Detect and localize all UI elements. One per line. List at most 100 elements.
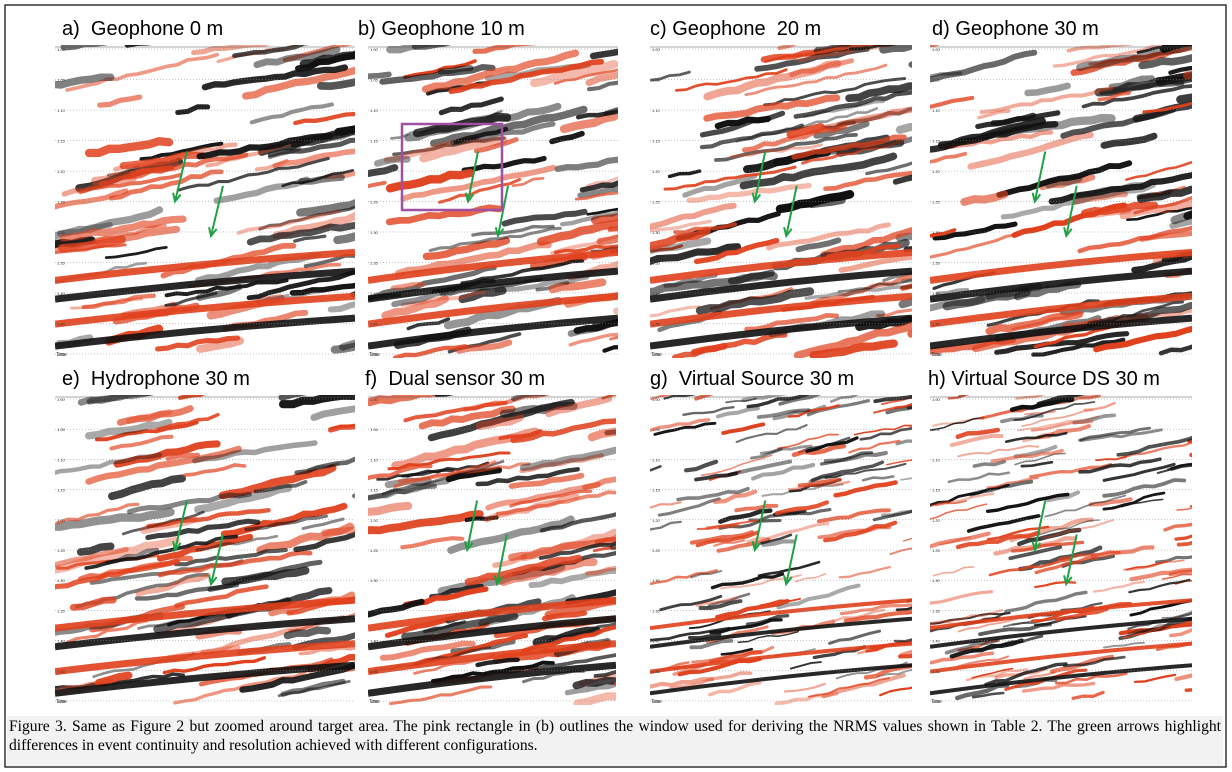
seismic-event (55, 507, 175, 531)
seismic-event (157, 533, 254, 562)
seismic-event (1072, 191, 1129, 205)
time-label: 1.20 (932, 169, 941, 174)
seismic-event (716, 537, 771, 553)
seismic-event (653, 421, 717, 436)
seismic-event (763, 77, 907, 107)
seismic-event (1126, 206, 1192, 222)
seismic-event (458, 286, 507, 304)
seismic-panel: 1.00 1.05 1.10 1.15 1.20 1.25 1.30 1.35 1.40 1.45… (650, 45, 912, 358)
time-label: 1.05 (652, 78, 661, 83)
seismic-event (196, 132, 333, 160)
time-label: 1.50 (370, 699, 379, 704)
seismic-event (1095, 455, 1128, 462)
seismic-event (98, 165, 174, 186)
seismic-event (720, 647, 754, 656)
time-label: 1.30 (932, 578, 941, 583)
seismic-event (930, 120, 1059, 153)
seismic-image (55, 45, 355, 358)
seismic-event (650, 271, 778, 296)
seismic-event (1122, 620, 1192, 639)
seismic-event (832, 608, 886, 623)
arrow-shaft (467, 151, 479, 202)
seismic-event (401, 612, 519, 640)
seismic-event (695, 596, 738, 608)
seismic-event (236, 209, 341, 235)
seismic-event (879, 686, 912, 697)
arrow-shaft (174, 151, 188, 202)
seismic-event (55, 640, 355, 676)
seismic-event (464, 515, 499, 523)
seismic-event (843, 609, 912, 623)
seismic-event (84, 534, 239, 570)
seismic-event (593, 669, 616, 678)
seismic-event (650, 501, 682, 509)
seismic-event (990, 448, 1064, 463)
seismic-event (828, 629, 882, 645)
seismic-event (182, 463, 247, 477)
seismic-event (368, 267, 618, 303)
seismic-event (713, 539, 746, 547)
seismic-event (1090, 545, 1155, 559)
seismic-event (947, 471, 1011, 484)
seismic-event (536, 219, 618, 246)
time-label: 1.35 (932, 261, 941, 266)
seismic-event (113, 440, 221, 468)
panel-title: d) Geophone 30 m (932, 18, 1099, 40)
time-label: 1.25 (932, 200, 941, 205)
seismic-event (94, 671, 133, 687)
seismic-event (793, 90, 912, 119)
seismic-event (1045, 490, 1081, 503)
seismic-event (246, 221, 355, 246)
seismic-event (766, 222, 891, 251)
seismic-event (955, 427, 1001, 440)
seismic-event (707, 681, 762, 697)
time-label: 1.20 (370, 518, 379, 523)
seismic-event (165, 452, 200, 461)
seismic-event (419, 135, 508, 163)
seismic-event (659, 594, 723, 612)
seismic-event (1174, 673, 1192, 682)
seismic-event (949, 434, 1004, 448)
time-label: 1.50 (652, 699, 661, 704)
time-label: 1.00 (370, 397, 379, 402)
seismic-event (1102, 491, 1166, 511)
time-label: 1.45 (932, 322, 941, 327)
seismic-event (694, 471, 739, 482)
seismic-event (778, 395, 822, 406)
seismic-event (249, 102, 334, 125)
time-label: 1.20 (370, 169, 379, 174)
seismic-event (65, 52, 220, 92)
seismic-event (930, 416, 985, 431)
seismic-event (703, 94, 841, 122)
seismic-event (385, 168, 475, 193)
seismic-event (728, 459, 793, 477)
arrow-head (463, 541, 474, 553)
seismic-event (473, 137, 519, 154)
seismic-event (872, 509, 912, 522)
seismic-event (759, 533, 793, 545)
seismic-event (1055, 607, 1109, 622)
seismic-event (684, 459, 719, 473)
seismic-event (816, 508, 891, 524)
seismic-event (174, 584, 269, 608)
seismic-panel: 1.00 1.05 1.10 1.15 1.20 1.25 1.30 1.35 1.40 1.45… (55, 45, 355, 358)
seismic-event (78, 172, 183, 195)
panel-title: e) Hydrophone 30 m (62, 368, 250, 390)
seismic-event (650, 314, 912, 350)
seismic-event (587, 80, 618, 92)
arrow-shaft (210, 534, 224, 585)
seismic-event (368, 661, 616, 697)
seismic-event (164, 291, 218, 307)
seismic-event (232, 45, 311, 58)
seismic-event (930, 663, 1192, 696)
seismic-event (967, 131, 1094, 170)
seismic-event (786, 123, 825, 139)
seismic-event (368, 314, 618, 350)
seismic-event (55, 267, 355, 303)
seismic-event (572, 676, 616, 690)
seismic-event (804, 284, 912, 300)
seismic-event (76, 542, 115, 556)
seismic-event (650, 248, 912, 284)
seismic-event (368, 180, 387, 189)
seismic-event (108, 169, 224, 201)
